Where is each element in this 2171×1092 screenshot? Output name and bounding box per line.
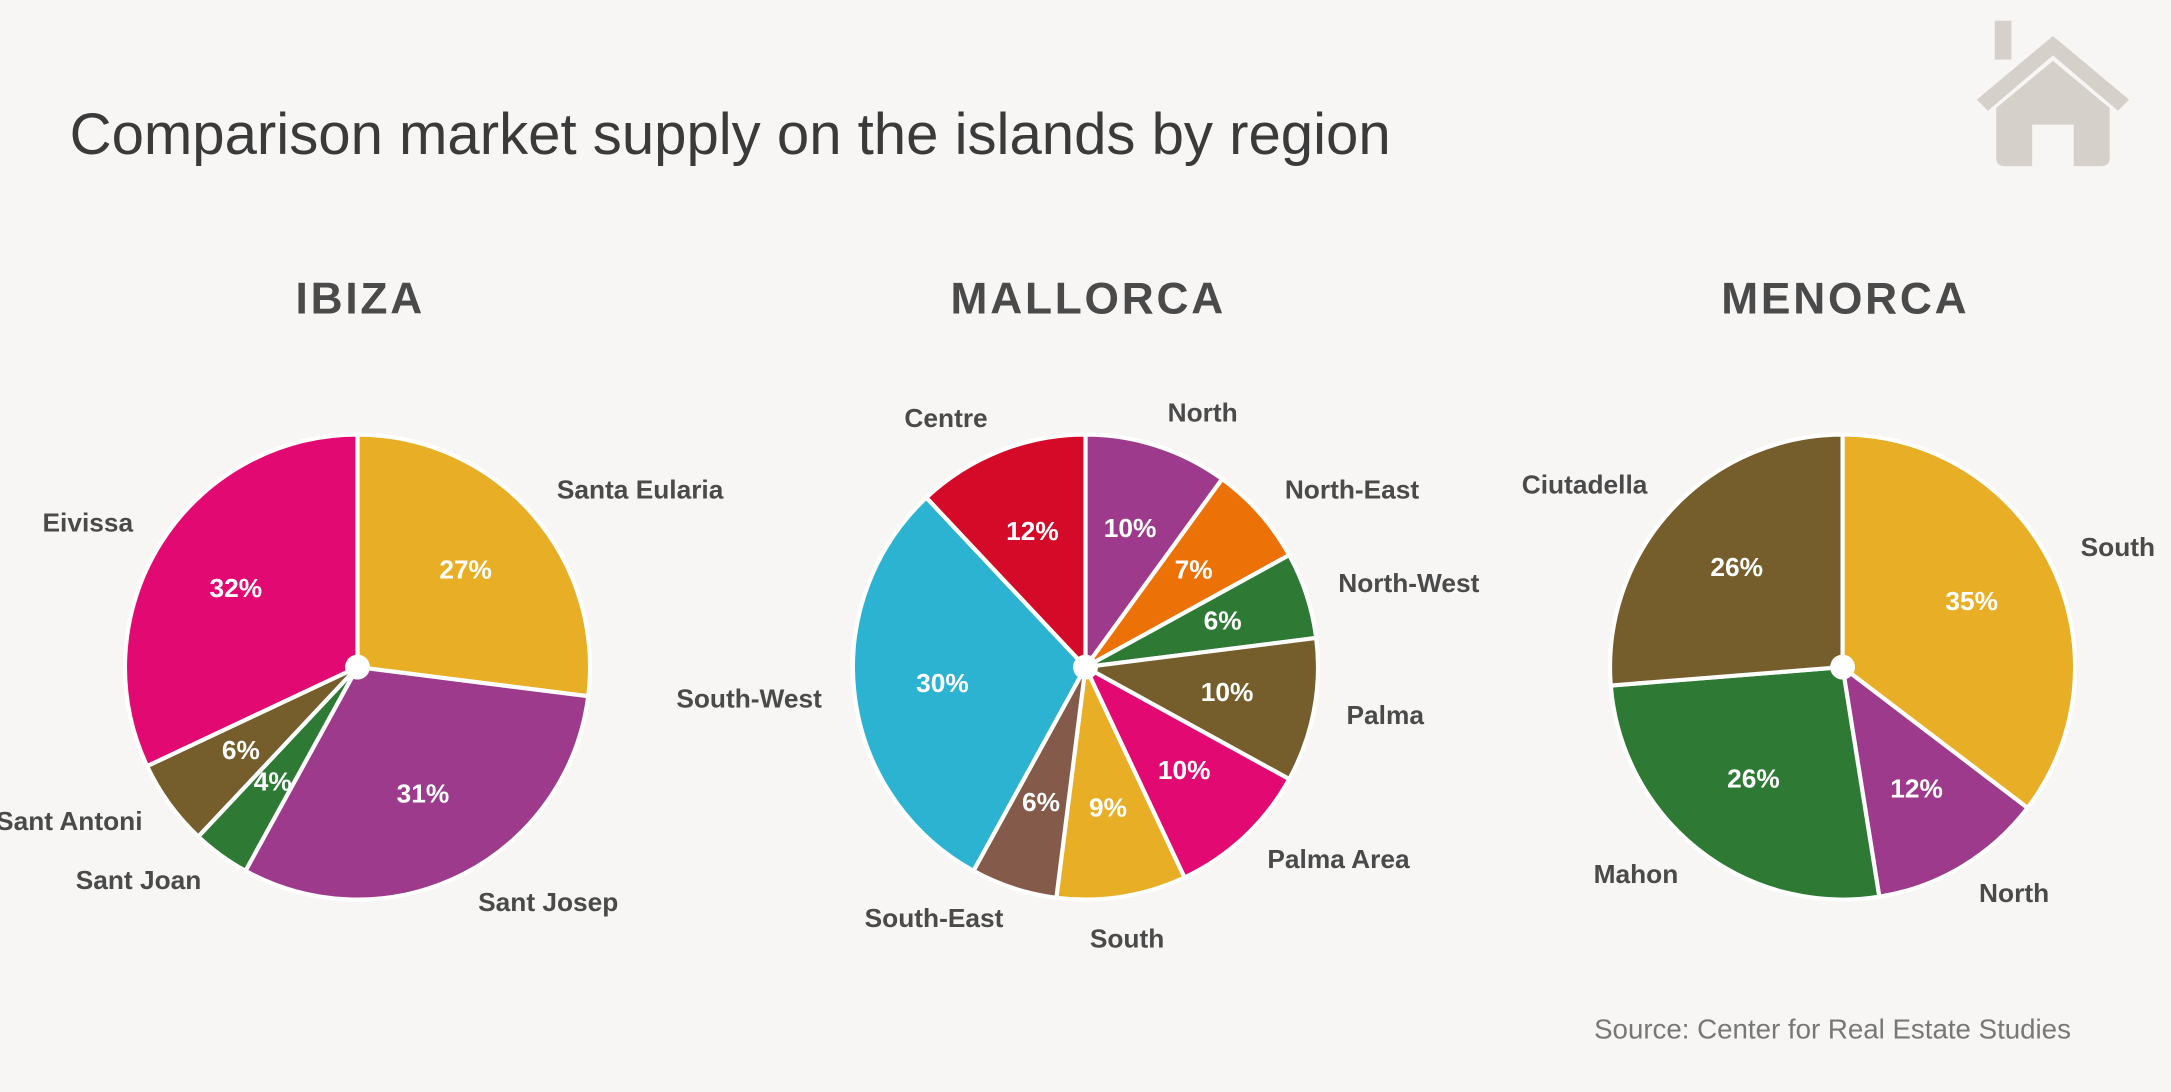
category-label: Sant Joan <box>76 865 202 895</box>
category-label: Santa Eularia <box>557 474 724 504</box>
value-label: 10% <box>1201 677 1254 707</box>
category-label: North <box>1979 878 2049 908</box>
pie-slice <box>1078 635 1321 782</box>
category-label: Ciutadella <box>1522 470 1648 500</box>
pie-slice <box>1839 662 2031 900</box>
value-label: 27% <box>439 555 492 585</box>
category-label: North <box>1168 397 1238 427</box>
pie-center <box>1830 654 1856 680</box>
category-label: Sant Josep <box>478 887 618 917</box>
value-label: 12% <box>1890 774 1943 804</box>
source-note: Source: Center for Real Estate Studies <box>1594 1013 2071 1044</box>
pie-slice <box>1608 432 1845 688</box>
value-label: 6% <box>222 735 260 765</box>
value-label: 10% <box>1158 755 1211 785</box>
pie-slice <box>242 664 591 902</box>
pie-slice <box>850 494 1089 874</box>
value-label: 12% <box>1006 516 1059 546</box>
pie-slice <box>1054 659 1188 902</box>
pie-slice <box>1080 662 1293 881</box>
value-label: 31% <box>397 778 450 808</box>
pie-slice <box>923 432 1088 673</box>
value-label: 9% <box>1089 792 1127 822</box>
category-label: South <box>2081 532 2155 562</box>
pie-center <box>1073 654 1098 680</box>
category-label: Centre <box>904 403 987 433</box>
category-label: North-West <box>1338 568 1479 598</box>
category-label: North-East <box>1285 474 1420 504</box>
pie-title: MALLORCA <box>951 274 1226 323</box>
pie-title: MENORCA <box>1721 274 1969 323</box>
value-label: 26% <box>1710 552 1763 582</box>
value-label: 7% <box>1175 555 1213 585</box>
pie-slice <box>122 432 360 769</box>
value-label: 35% <box>1945 586 1998 616</box>
chart-title: Comparison market supply on the islands … <box>70 102 1391 167</box>
pie-slice <box>1840 432 2078 811</box>
pie-slice <box>1083 432 1226 674</box>
value-label: 10% <box>1104 513 1157 543</box>
category-label: Sant Antoni <box>0 806 143 836</box>
pie-title: IBIZA <box>296 274 425 323</box>
value-label: 30% <box>916 668 969 698</box>
pie-slice <box>1608 664 1882 902</box>
category-label: South-East <box>865 903 1004 933</box>
house-icon <box>1976 20 2130 167</box>
category-label: South <box>1090 924 1164 954</box>
category-label: Palma Area <box>1267 844 1410 874</box>
category-label: Mahon <box>1594 859 1679 889</box>
value-label: 6% <box>1022 787 1060 817</box>
category-label: Palma <box>1347 700 1425 730</box>
value-label: 26% <box>1727 763 1780 793</box>
category-label: South-West <box>676 683 822 713</box>
value-label: 6% <box>1204 605 1242 635</box>
value-label: 32% <box>209 573 262 603</box>
category-label: Eivissa <box>43 508 134 538</box>
pie-slice <box>355 432 593 699</box>
pie-center <box>345 654 370 680</box>
